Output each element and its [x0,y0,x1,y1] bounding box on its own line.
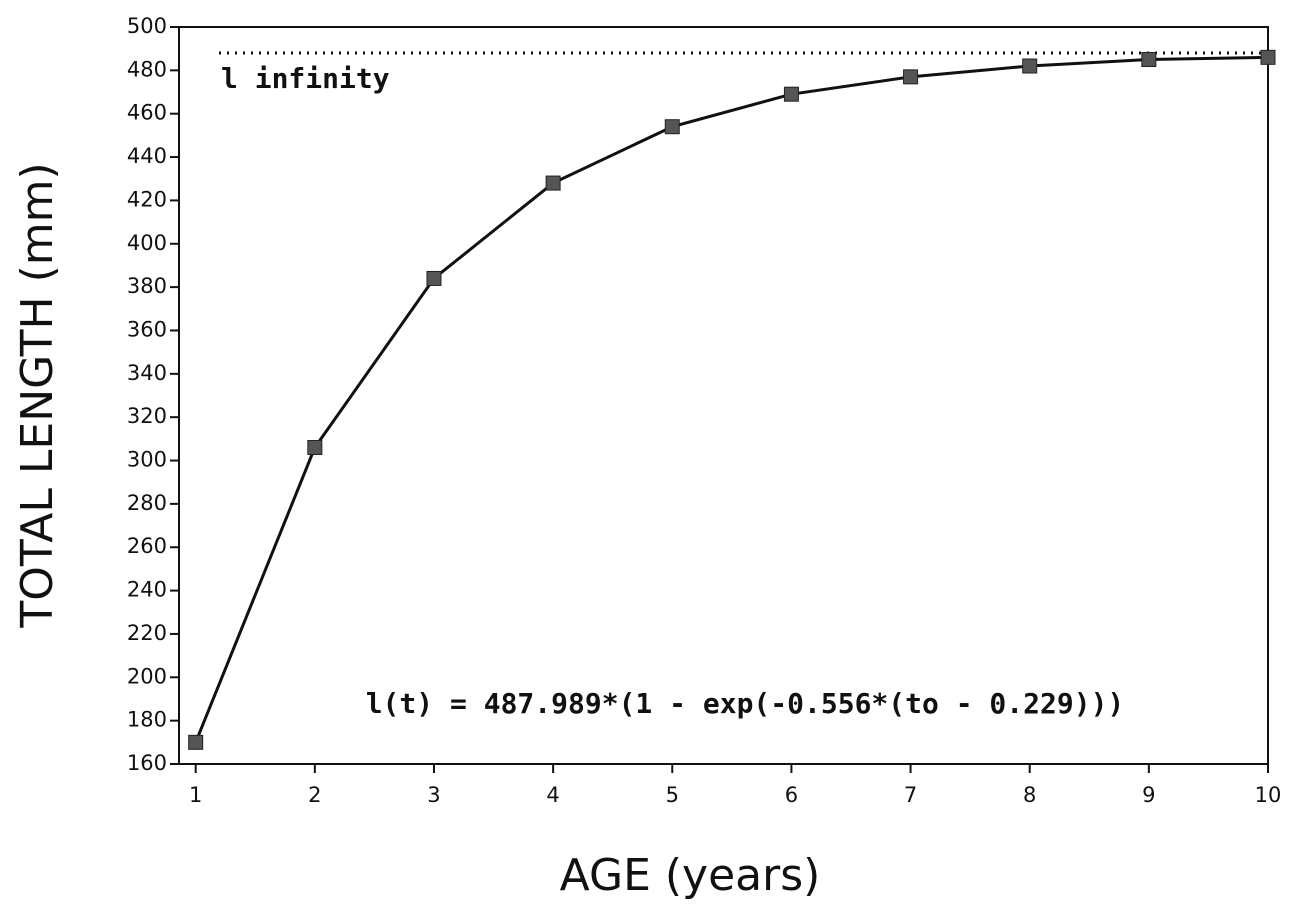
reference-label: l infinity [221,62,390,95]
x-tick-label: 6 [785,783,798,807]
y-tick-label: 460 [127,101,167,125]
x-tick-label: 10 [1255,783,1282,807]
marker [664,119,680,135]
y-tick-label: 420 [127,187,167,211]
x-tick-label: 1 [189,783,202,807]
marker [1022,58,1038,74]
marker [545,175,561,191]
y-tick-label: 240 [127,578,167,602]
x-tick-label: 8 [1023,783,1036,807]
x-axis-title: AGE (years) [560,850,821,901]
y-tick-label: 500 [127,14,167,38]
y-tick-label: 320 [127,404,167,428]
y-tick-label: 300 [127,448,167,472]
marker [426,270,442,286]
y-tick-label: 180 [127,708,167,732]
x-tick-label: 9 [1142,783,1155,807]
y-axis-title: TOTAL LENGTH (mm) [12,162,63,628]
equation: l(t) = 487.989*(1 - exp(-0.556*(to - 0.2… [366,687,1125,720]
x-tick-label: 2 [308,783,321,807]
marker [903,69,919,85]
y-tick-label: 380 [127,274,167,298]
y-tick-label: 440 [127,144,167,168]
y-tick-label: 480 [127,57,167,81]
x-tick-label: 3 [427,783,440,807]
plot-frame [178,26,1269,765]
y-tick-label: 280 [127,491,167,515]
y-tick-label: 160 [127,751,167,775]
x-tick-label: 4 [546,783,559,807]
marker [1141,52,1157,68]
y-tick-label: 400 [127,231,167,255]
marker [783,86,799,102]
marker [1260,49,1276,65]
series-line [194,55,1269,743]
x-tick-label: 5 [666,783,679,807]
y-tick-label: 260 [127,534,167,558]
x-tick-label: 7 [904,783,917,807]
y-tick-label: 200 [127,664,167,688]
marker [307,440,323,456]
marker [188,734,204,750]
y-tick-label: 220 [127,621,167,645]
y-tick-label: 340 [127,361,167,385]
y-tick-label: 360 [127,317,167,341]
